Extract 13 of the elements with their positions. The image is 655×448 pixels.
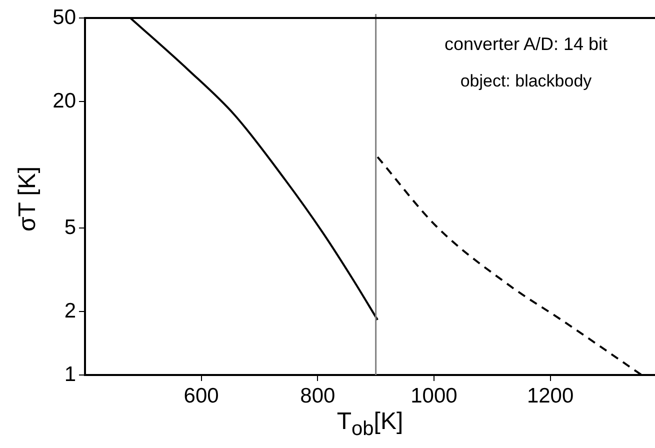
x-tick-label: 800 xyxy=(300,384,336,408)
annotation: converter A/D: 14 bit xyxy=(444,34,608,54)
annotation: object: blackbody xyxy=(460,72,592,91)
x-tick-label: 600 xyxy=(184,384,219,408)
y-axis-title: σT [K] xyxy=(14,165,42,234)
x-tick-label: 1000 xyxy=(410,384,458,408)
x-tick-label: 1200 xyxy=(526,384,574,408)
y-tick-label: 20 xyxy=(52,89,76,112)
y-tick-label: 5 xyxy=(64,216,76,239)
y-tick-label: 1 xyxy=(64,362,76,386)
y-tick-label: 2 xyxy=(64,300,76,323)
x-axis-title: T$_{ob}$[K] xyxy=(336,408,404,441)
y-tick-label: 50 xyxy=(52,6,76,29)
